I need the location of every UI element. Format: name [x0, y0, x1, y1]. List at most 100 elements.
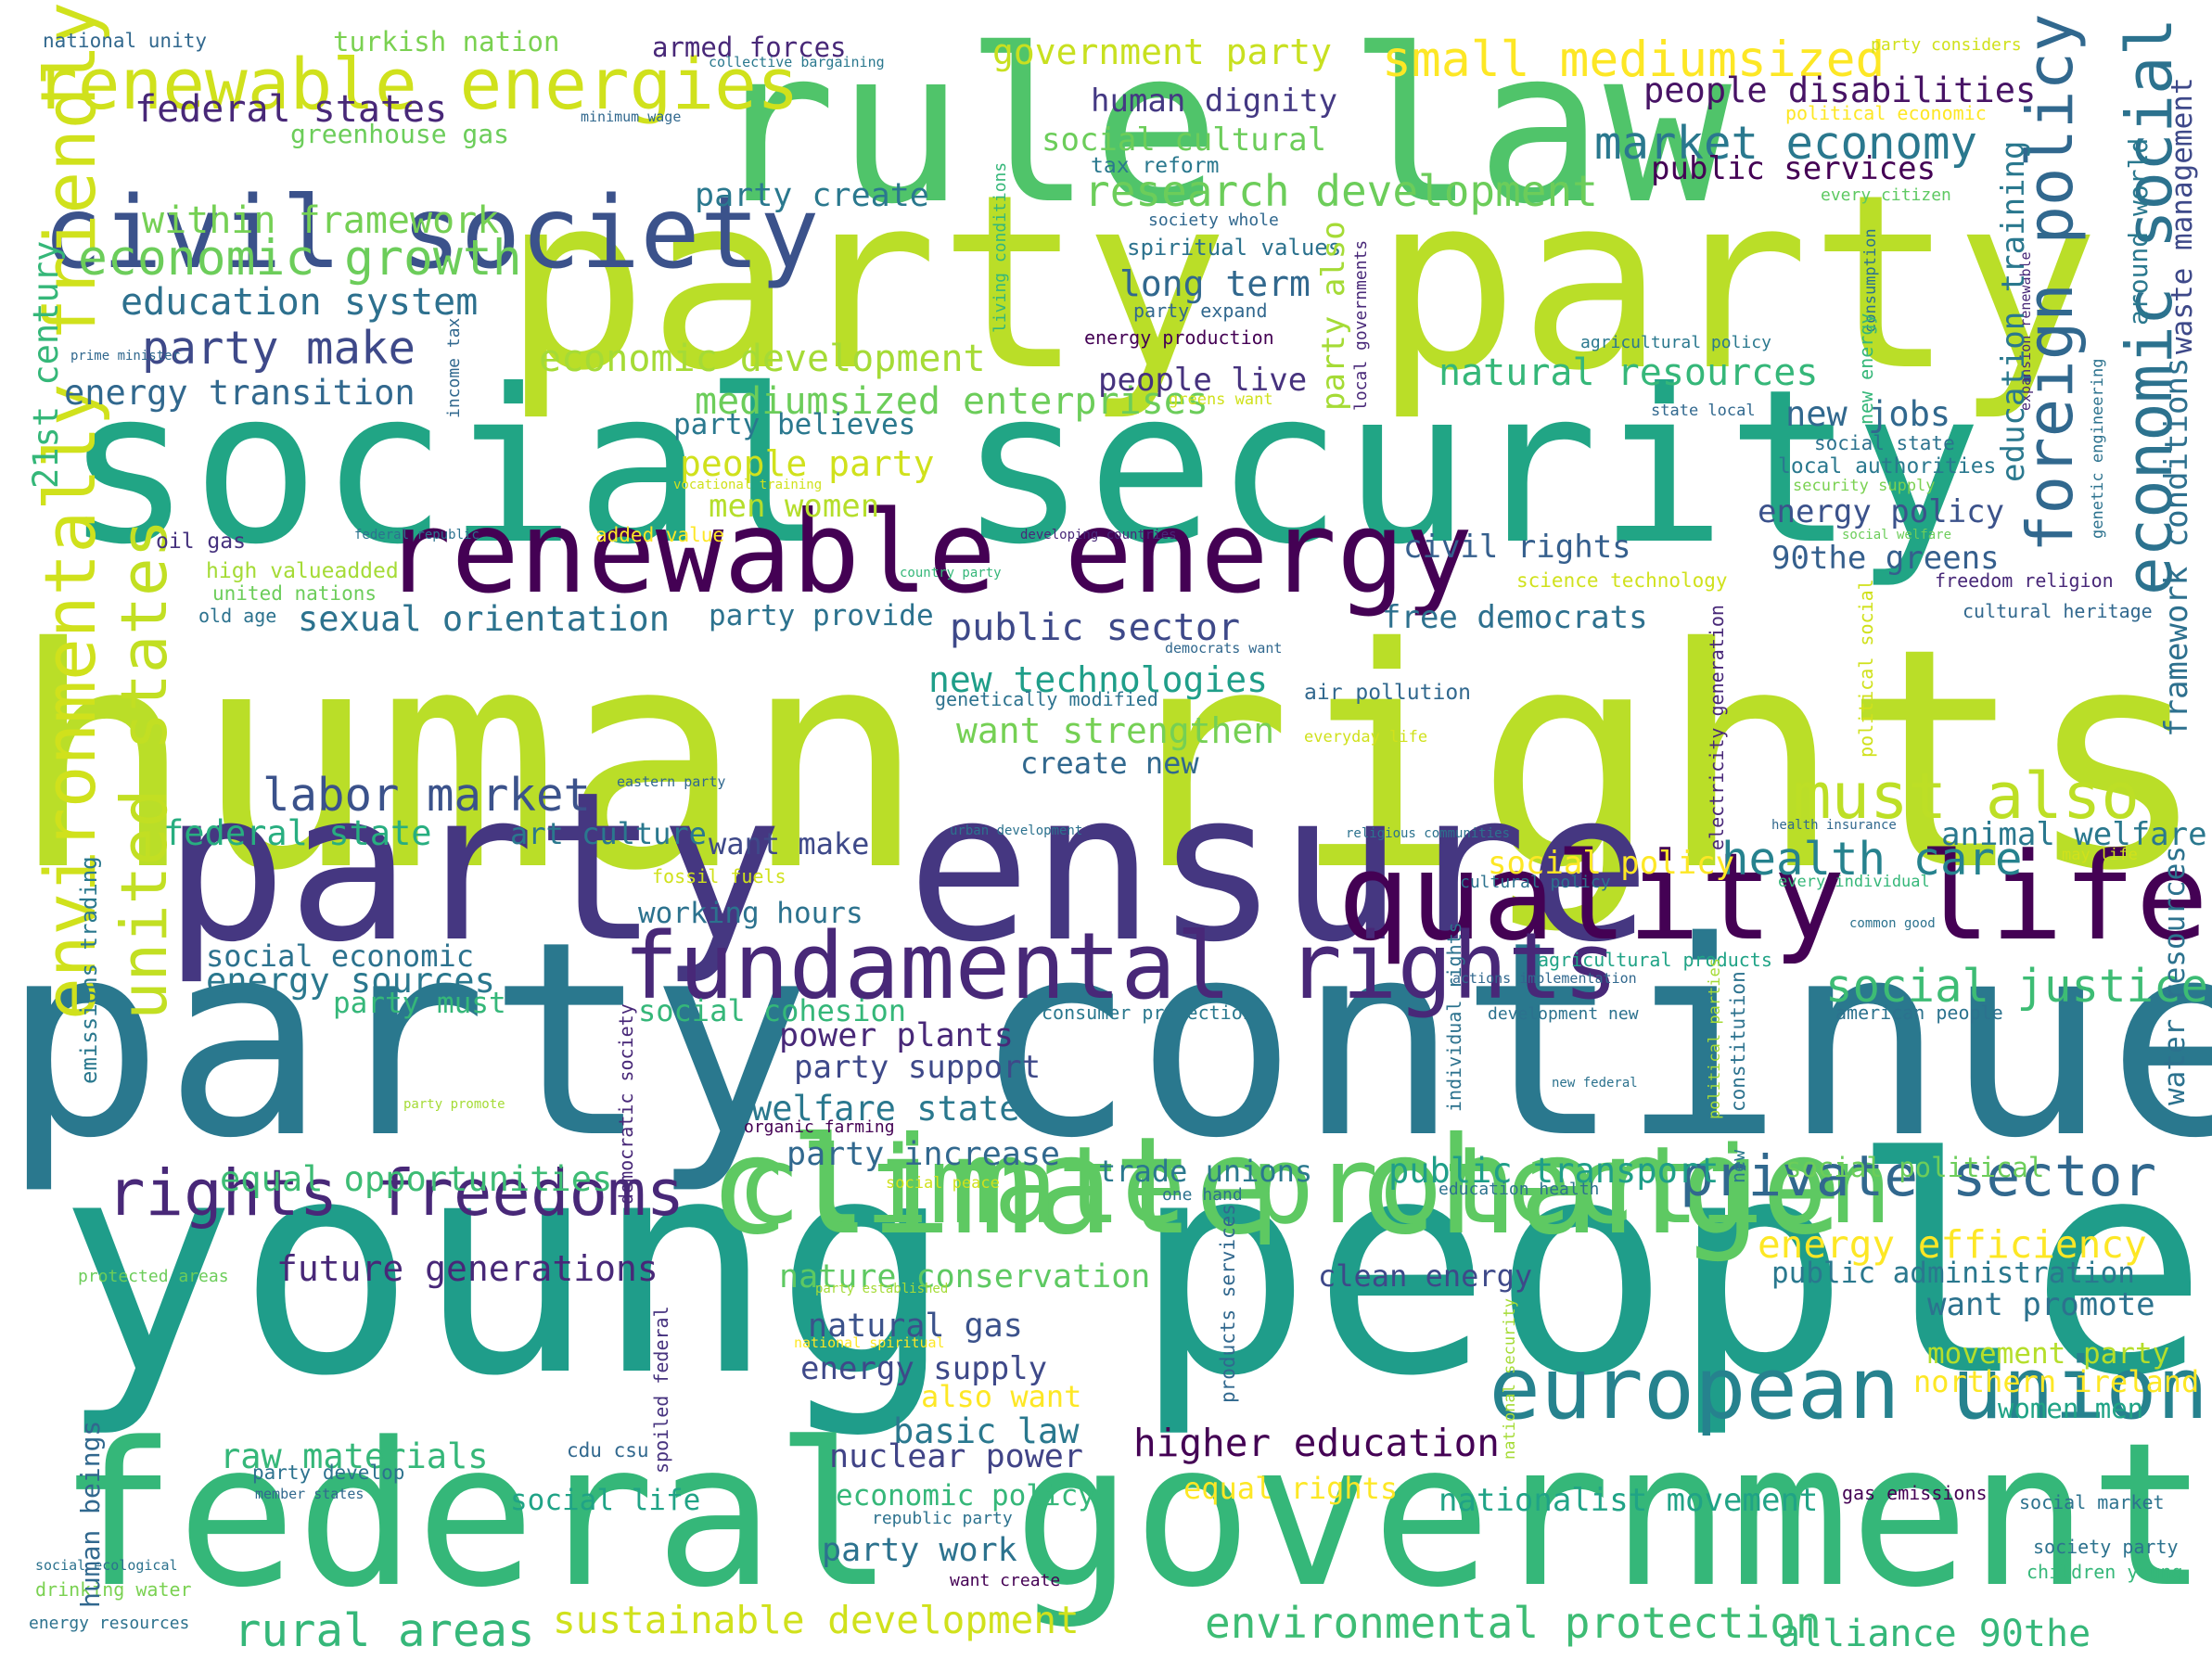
word-education-health: education health [1438, 1180, 1600, 1199]
word-basic-law: basic law [893, 1411, 1080, 1451]
word-social-state: social state [1814, 432, 1955, 454]
word-climate-protection: climate protection [736, 1124, 1893, 1248]
word-spoiled-federal: spoiled federal [650, 1306, 672, 1474]
word-clean-energy: clean energy [1318, 1258, 1533, 1294]
word-human-rights: human rights [10, 584, 2208, 938]
word-greenhouse-gas: greenhouse gas [290, 119, 510, 149]
word-health-insurance: health insurance [1771, 818, 1897, 833]
word-party-promote: party promote [403, 1097, 505, 1112]
word-equal-opportunities: equal opportunities [220, 1159, 613, 1199]
word-social-economic: social economic [206, 938, 474, 974]
word-genetic-engineering: genetic engineering [2089, 358, 2107, 539]
word-also-want: also want [921, 1379, 1082, 1414]
word-want-strengthen: want strengthen [956, 710, 1275, 751]
word-social-cohesion: social cohesion [638, 993, 906, 1028]
word-local-governments: local governments [1351, 239, 1371, 411]
word-art-culture: art culture [510, 816, 707, 851]
word-party-make: party make [142, 322, 416, 375]
word-welfare-state: welfare state [751, 1089, 1020, 1129]
word-party-provide: party provide [709, 599, 934, 632]
word-party-must: party must [333, 987, 506, 1020]
word-renewable-energies: renewable energies [35, 43, 799, 125]
word-energy-supply: energy supply [800, 1350, 1048, 1387]
word-higher-education: higher education [1133, 1421, 1500, 1465]
word-every-citizen: every citizen [1821, 185, 1951, 205]
word-public-sector: public sector [950, 606, 1241, 649]
word-people-party: people party [680, 443, 935, 484]
word-civil-rights: civil rights [1403, 529, 1631, 566]
word-alliance-90the: alliance 90the [1778, 1613, 2091, 1655]
word-social-peace: social peace [886, 1174, 1000, 1193]
word-democrats-want: democrats want [1165, 640, 1283, 657]
word-agricultural-policy: agricultural policy [1580, 333, 1771, 352]
word-children-young: children young [2027, 1561, 2183, 1583]
word-tax-reform: tax reform [1091, 154, 1220, 178]
word-political-social: political social [1855, 579, 1877, 758]
word-education-system: education system [121, 281, 479, 324]
word-free-democrats: free democrats [1382, 599, 1648, 636]
word-education-training: education training [1995, 140, 2032, 482]
word-market-economy: market economy [1594, 117, 1978, 170]
word-equal-rights: equal rights [1183, 1471, 1399, 1506]
word-american-people: american people [1835, 1002, 2003, 1024]
word-energy-sources: energy sources [206, 961, 495, 1001]
word-energy-production: energy production [1084, 326, 1274, 349]
word-added-value: added value [595, 524, 725, 546]
word-political-parties: political parties [1706, 958, 1724, 1119]
word-waste-management: waste management [2166, 77, 2199, 354]
word-country-party: country party [900, 566, 1002, 581]
word-raw-materials: raw materials [220, 1436, 489, 1476]
word-social-cultural: social cultural [1042, 121, 1327, 159]
word-party-considers: party considers [1871, 35, 2022, 55]
word-rural-areas: rural areas [234, 1604, 535, 1657]
word-sexual-orientation: sexual orientation [298, 599, 670, 639]
word-human-dignity: human dignity [1091, 83, 1338, 120]
word-nuclear-power: nuclear power [829, 1438, 1083, 1475]
word-economic-policy: economic policy [836, 1479, 1095, 1512]
word-income-tax: income tax [444, 317, 464, 418]
word-society-party: society party [2033, 1536, 2179, 1558]
word-economic-development: economic development [539, 338, 986, 380]
word-party-party: party party [503, 144, 2100, 424]
word-emissions-trading: emissions trading [76, 856, 102, 1084]
word-organic-farming: organic farming [744, 1117, 895, 1137]
word-cdu-csu: cdu csu [567, 1439, 649, 1461]
word-climate-change: climate change [709, 1108, 1843, 1265]
word-fossil-fuels: fossil fuels [652, 865, 786, 887]
word-social-policy: social policy [1488, 845, 1735, 882]
word-energy-transition: energy transition [64, 373, 416, 413]
word-fundamental-rights: fundamental rights [623, 913, 1618, 1020]
word-republic-party: republic party [872, 1509, 1013, 1528]
word-old-age: old age [198, 605, 277, 627]
word-social-life: social life [510, 1484, 701, 1517]
word-party-work: party work [822, 1532, 1017, 1569]
word-want-make: want make [709, 826, 870, 862]
word-air-pollution: air pollution [1304, 681, 1472, 705]
word-movement-party: movement party [1927, 1337, 2170, 1371]
word-research-development: research development [1084, 166, 1598, 216]
word-high-valueadded: high valueadded [206, 559, 399, 583]
word-new-jobs: new jobs [1785, 394, 1951, 434]
word-party-ensure: party ensure [163, 748, 1651, 988]
word-people-live: people live [1098, 362, 1308, 399]
word-private-sector: private sector [1680, 1143, 2157, 1209]
word-energy-policy: energy policy [1758, 493, 2005, 530]
word-social-security: social security [64, 344, 1983, 592]
word-society-whole: society whole [1148, 211, 1279, 230]
word-federal-republic: federal republic [354, 528, 479, 542]
word-party-expand: party expand [1133, 300, 1268, 322]
word-new-federal: new federal [1552, 1076, 1638, 1091]
word-around-world: around world [2123, 137, 2154, 325]
word-turkish-nation: turkish nation [333, 26, 560, 57]
word-drinking-water: drinking water [35, 1578, 192, 1601]
word-energy-resources: energy resources [29, 1614, 190, 1633]
word-spiritual-values: spiritual values [1127, 235, 1342, 261]
word-federal-states: federal states [134, 88, 448, 131]
word-security-supply: security supply [1793, 477, 1936, 495]
word-may-life: may life [2062, 846, 2138, 864]
word-party-continue: party continue [2, 885, 2212, 1197]
word-development-new: development new [1488, 1004, 1639, 1024]
word-eastern-party: eastern party [617, 773, 726, 790]
word-trade-unions: trade unions [1098, 1154, 1313, 1189]
word-protected-areas: protected areas [78, 1267, 229, 1286]
